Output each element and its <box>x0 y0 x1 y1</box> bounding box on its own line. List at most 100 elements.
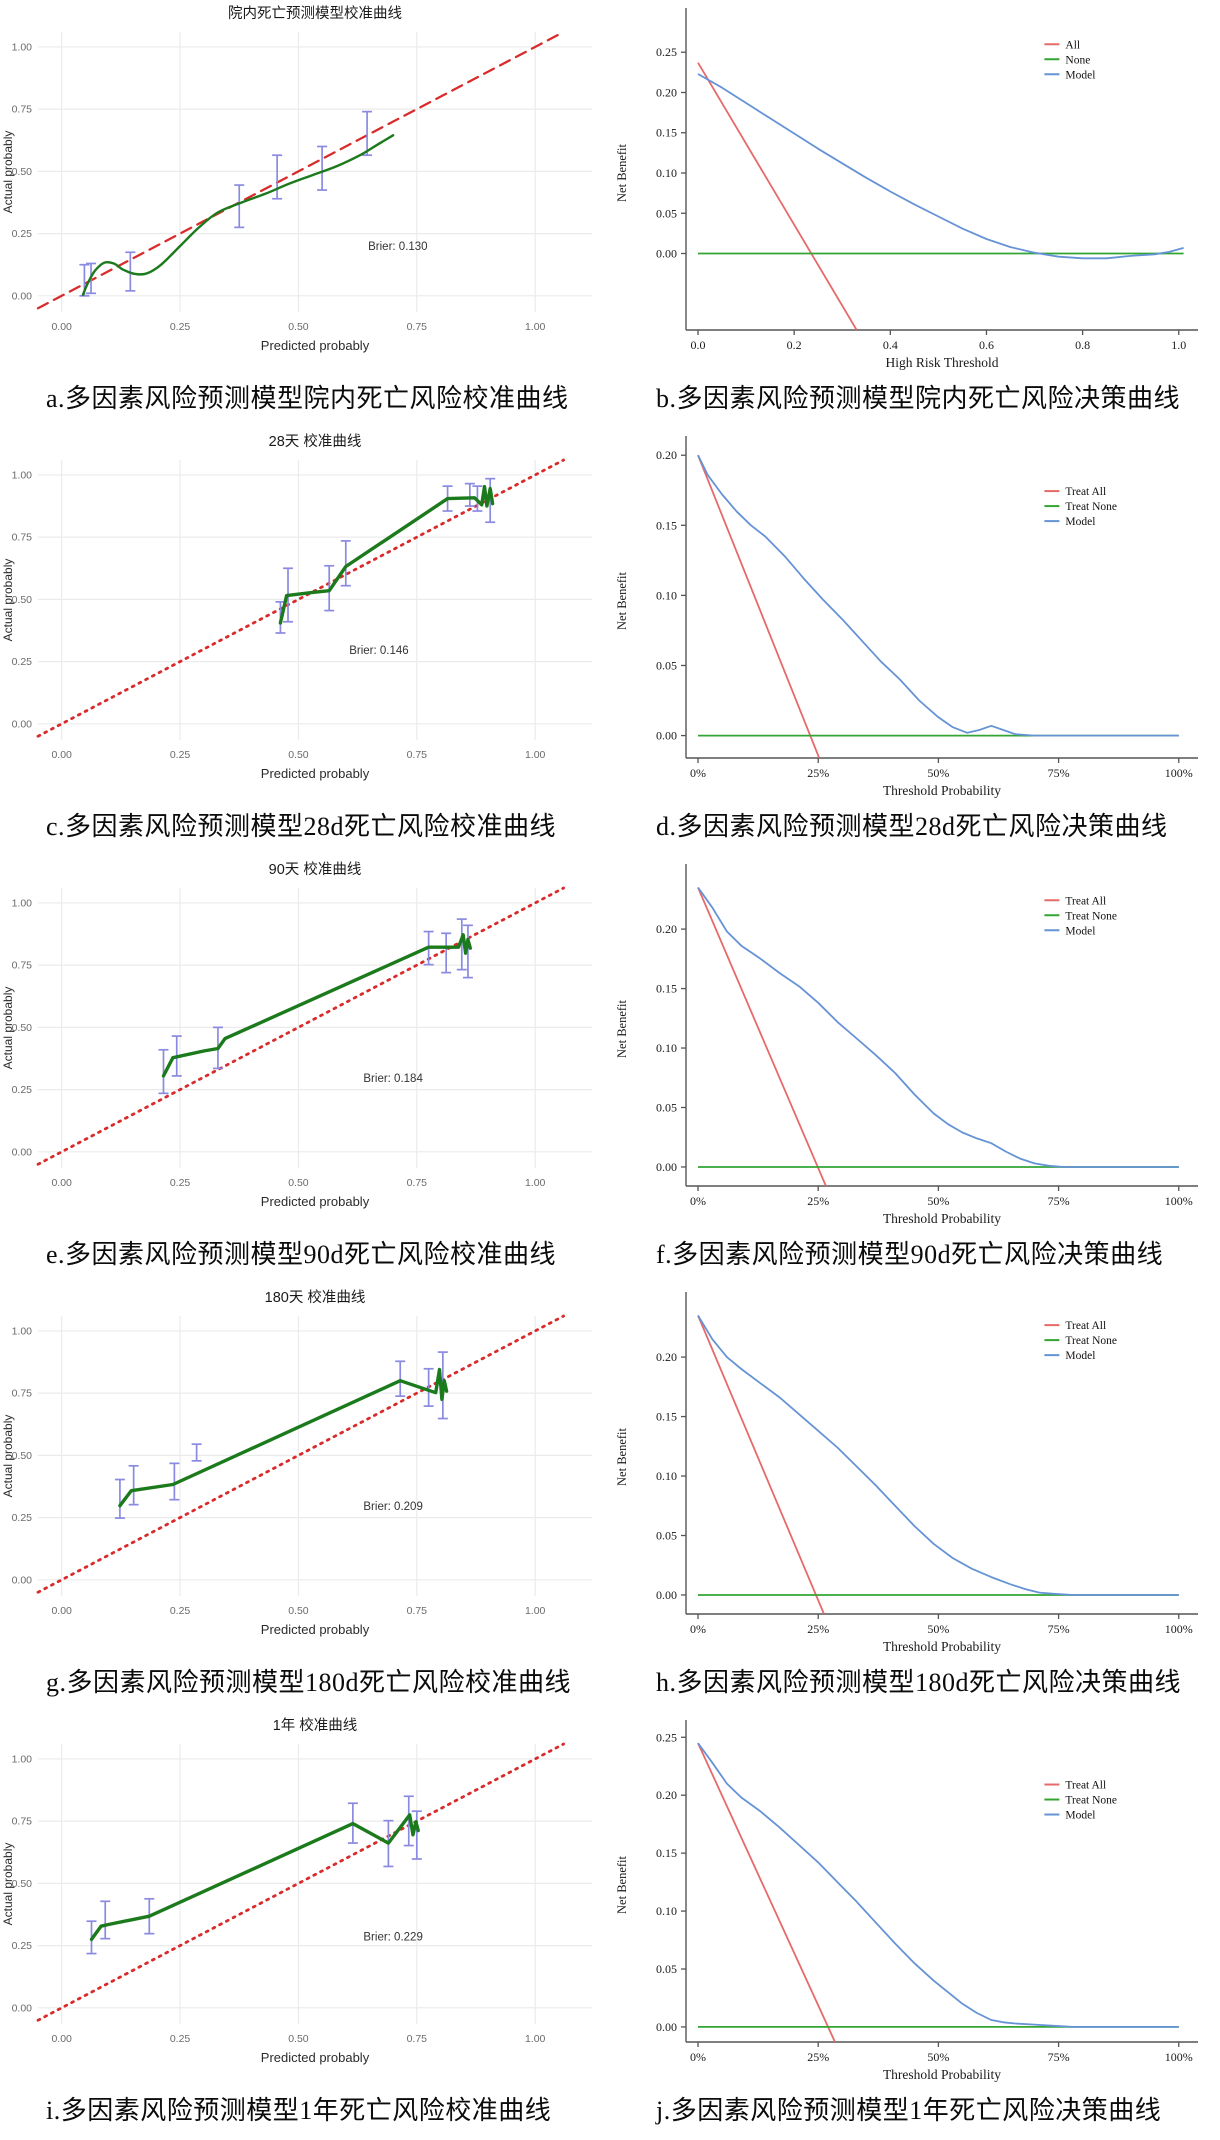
svg-text:Model: Model <box>1065 1350 1095 1362</box>
svg-text:50%: 50% <box>927 1622 949 1636</box>
svg-text:0.50: 0.50 <box>12 1022 33 1034</box>
panel-a: 院内死亡预测模型校准曲线 Brier: 0.130 0.00 0.25 0.50 0.75… <box>0 0 610 428</box>
svg-text:0.25: 0.25 <box>12 1084 33 1096</box>
svg-text:0.15: 0.15 <box>656 518 677 532</box>
svg-text:0.50: 0.50 <box>288 2033 309 2045</box>
panel-b: 0.0 0.2 0.4 0.6 0.8 1.0 0.00 0.05 0.10 0.15 0.20 0.… <box>610 0 1220 428</box>
svg-text:Predicted probably: Predicted probably <box>261 1194 370 1209</box>
svg-text:Threshold Probability: Threshold Probability <box>883 2067 1001 2082</box>
svg-text:Predicted probably: Predicted probably <box>261 2050 370 2065</box>
svg-text:50%: 50% <box>927 2050 949 2064</box>
svg-text:Brier: 0.130: Brier: 0.130 <box>368 241 427 253</box>
decision-chart-inhospital: 0.0 0.2 0.4 0.6 0.8 1.0 0.00 0.05 0.10 0.15 0.20 0.… <box>615 8 1198 370</box>
svg-text:Treat None: Treat None <box>1065 1335 1117 1347</box>
svg-text:0.10: 0.10 <box>656 1469 677 1483</box>
calibration-chart-28d: 28天 校准曲线 Brier: 0.146 0.00 0.25 0.50 0.75 1.00… <box>1 433 592 781</box>
svg-text:0.25: 0.25 <box>12 1940 33 1952</box>
svg-text:0.75: 0.75 <box>12 960 33 972</box>
caption-g: g.多因素风险预测模型180d死亡风险校准曲线 <box>46 1668 572 1697</box>
svg-text:75%: 75% <box>1048 1194 1070 1208</box>
svg-text:Brier: 0.146: Brier: 0.146 <box>349 645 408 657</box>
svg-text:0.00: 0.00 <box>51 2033 72 2045</box>
svg-text:0.75: 0.75 <box>407 1177 428 1189</box>
svg-text:50%: 50% <box>927 766 949 780</box>
svg-text:0.10: 0.10 <box>656 1904 677 1918</box>
svg-text:Net Benefit: Net Benefit <box>615 143 629 201</box>
svg-text:0.50: 0.50 <box>12 1450 33 1462</box>
svg-text:Actual probably: Actual probably <box>1 1843 15 1926</box>
svg-text:Net Benefit: Net Benefit <box>615 1855 629 1913</box>
svg-text:Predicted probably: Predicted probably <box>261 338 370 353</box>
svg-text:1.0: 1.0 <box>1171 338 1186 352</box>
svg-text:0.75: 0.75 <box>12 1816 33 1828</box>
caption-i: i.多因素风险预测模型1年死亡风险校准曲线 <box>46 2096 552 2125</box>
svg-text:0.00: 0.00 <box>12 1574 33 1586</box>
svg-text:1.00: 1.00 <box>12 1325 33 1337</box>
svg-text:0.10: 0.10 <box>656 166 677 180</box>
svg-text:1.00: 1.00 <box>12 897 33 909</box>
panel-f: 0% 25% 50% 75% 100% 0.00 0.05 0.10 0.15 0.20 Treat… <box>610 856 1220 1284</box>
svg-text:0.75: 0.75 <box>407 2033 428 2045</box>
svg-text:0.75: 0.75 <box>12 532 33 544</box>
svg-text:0.20: 0.20 <box>656 1788 677 1802</box>
svg-text:0.00: 0.00 <box>656 1588 677 1602</box>
svg-text:0.05: 0.05 <box>656 1101 677 1115</box>
svg-text:0.25: 0.25 <box>170 2033 191 2045</box>
svg-text:0.25: 0.25 <box>656 1730 677 1744</box>
svg-text:0.20: 0.20 <box>656 922 677 936</box>
svg-text:0%: 0% <box>690 766 706 780</box>
svg-text:0.50: 0.50 <box>288 749 309 761</box>
svg-text:0.75: 0.75 <box>12 104 33 116</box>
caption-c: c.多因素风险预测模型28d死亡风险校准曲线 <box>46 812 557 841</box>
svg-text:0.10: 0.10 <box>656 1041 677 1055</box>
svg-text:1年 校准曲线: 1年 校准曲线 <box>273 1717 358 1734</box>
svg-text:0.15: 0.15 <box>656 982 677 996</box>
svg-text:Net Benefit: Net Benefit <box>615 999 629 1057</box>
svg-text:75%: 75% <box>1048 766 1070 780</box>
svg-text:0.25: 0.25 <box>12 1512 33 1524</box>
svg-text:0.00: 0.00 <box>656 247 677 261</box>
svg-text:0.50: 0.50 <box>288 321 309 333</box>
svg-text:25%: 25% <box>807 766 829 780</box>
svg-text:Brier: 0.229: Brier: 0.229 <box>363 1932 422 1944</box>
panel-h: 0% 25% 50% 75% 100% 0.00 0.05 0.10 0.15 0.20 Treat… <box>610 1284 1220 1712</box>
svg-text:25%: 25% <box>807 2050 829 2064</box>
svg-text:Predicted probably: Predicted probably <box>261 1622 370 1637</box>
svg-text:0.75: 0.75 <box>12 1388 33 1400</box>
svg-text:院内死亡预测模型校准曲线: 院内死亡预测模型校准曲线 <box>228 5 402 22</box>
svg-text:0.25: 0.25 <box>170 1605 191 1617</box>
svg-text:0.0: 0.0 <box>691 338 706 352</box>
svg-text:Treat All: Treat All <box>1065 895 1106 907</box>
svg-text:Treat None: Treat None <box>1065 1795 1117 1807</box>
decision-chart-90d: 0% 25% 50% 75% 100% 0.00 0.05 0.10 0.15 0.20 Treat… <box>615 864 1198 1226</box>
decision-chart-1year: 0% 25% 50% 75% 100% 0.00 0.05 0.10 0.15 0.20 0.25 T… <box>615 1720 1198 2082</box>
svg-text:Net Benefit: Net Benefit <box>615 571 629 629</box>
svg-text:0.05: 0.05 <box>656 1529 677 1543</box>
svg-text:Treat All: Treat All <box>1065 1780 1106 1792</box>
calibration-chart-90d: 90天 校准曲线 Brier: 0.184 0.00 0.25 0.50 0.75 1.00… <box>1 861 592 1209</box>
svg-text:100%: 100% <box>1165 1194 1193 1208</box>
panel-e: 90天 校准曲线 Brier: 0.184 0.00 0.25 0.50 0.75 1.00… <box>0 856 610 1284</box>
svg-text:100%: 100% <box>1165 766 1193 780</box>
svg-text:Treat All: Treat All <box>1065 486 1106 498</box>
svg-text:0.75: 0.75 <box>407 321 428 333</box>
svg-text:0.25: 0.25 <box>170 1177 191 1189</box>
svg-text:25%: 25% <box>807 1194 829 1208</box>
svg-text:0.25: 0.25 <box>656 45 677 59</box>
svg-text:Model: Model <box>1065 69 1095 81</box>
svg-text:0.00: 0.00 <box>12 1146 33 1158</box>
svg-text:28天 校准曲线: 28天 校准曲线 <box>269 433 362 450</box>
caption-h: h.多因素风险预测模型180d死亡风险决策曲线 <box>656 1668 1182 1697</box>
svg-text:0.50: 0.50 <box>12 1878 33 1890</box>
svg-text:75%: 75% <box>1048 1622 1070 1636</box>
svg-text:0.25: 0.25 <box>170 321 191 333</box>
svg-text:Actual probably: Actual probably <box>1 1415 15 1498</box>
svg-text:Model: Model <box>1065 1810 1095 1822</box>
svg-text:0.05: 0.05 <box>656 206 677 220</box>
panel-c: 28天 校准曲线 Brier: 0.146 0.00 0.25 0.50 0.75 1.00… <box>0 428 610 856</box>
svg-text:Treat None: Treat None <box>1065 501 1117 513</box>
svg-text:1.00: 1.00 <box>525 321 546 333</box>
panel-i: 1年 校准曲线 Brier: 0.229 0.00 0.25 0.50 0.75 1.00 0… <box>0 1712 610 2140</box>
svg-text:0.20: 0.20 <box>656 1350 677 1364</box>
